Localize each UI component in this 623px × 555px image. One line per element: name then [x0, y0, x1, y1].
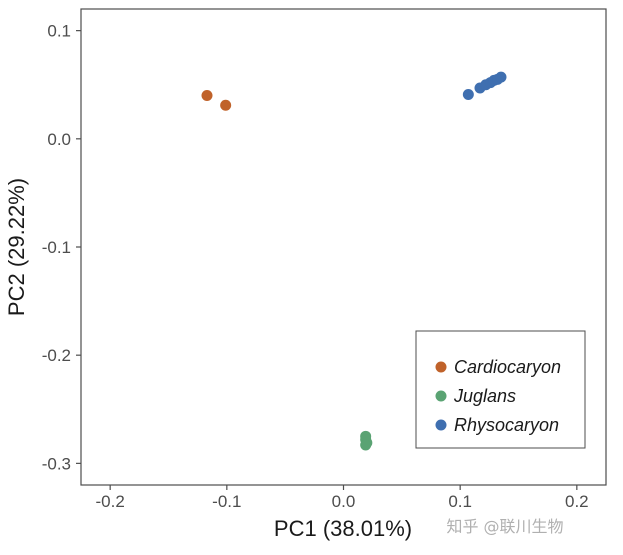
y-axis-title: PC2 (29.22%): [4, 178, 29, 316]
legend-label-cardiocaryon: Cardiocaryon: [454, 357, 561, 377]
watermark-text: 知乎 @联川生物: [446, 517, 563, 536]
y-tick-label: -0.1: [42, 238, 71, 257]
x-tick-label: 0.1: [448, 492, 472, 511]
legend-marker-rhysocaryon: [435, 419, 447, 431]
plot-frame: [80, 8, 607, 486]
y-tick-label: -0.2: [42, 346, 71, 365]
x-tick-label: 0.2: [565, 492, 589, 511]
legend-label-rhysocaryon: Rhysocaryon: [454, 415, 559, 435]
data-points: [201, 71, 507, 451]
x-axis-title: PC1 (38.01%): [274, 516, 412, 541]
legend: Cardiocaryon Juglans Rhysocaryon: [415, 330, 586, 449]
data-point-cardiocaryon: [201, 90, 213, 102]
data-point-rhysocaryon: [495, 71, 507, 83]
y-tick-label: -0.3: [42, 454, 71, 473]
data-point-cardiocaryon: [220, 99, 232, 111]
legend-label-juglans: Juglans: [453, 386, 516, 406]
data-point-juglans: [360, 439, 372, 451]
x-tick-label: -0.2: [96, 492, 125, 511]
legend-items: Cardiocaryon Juglans Rhysocaryon: [435, 357, 561, 435]
x-tick-label: 0.0: [332, 492, 356, 511]
y-tick-label: 0.1: [47, 22, 71, 41]
legend-marker-juglans: [435, 390, 447, 402]
y-tick-label: 0.0: [47, 130, 71, 149]
legend-marker-cardiocaryon: [435, 361, 447, 373]
data-point-rhysocaryon: [462, 88, 474, 100]
x-tick-label: -0.1: [212, 492, 241, 511]
axis-ticks: -0.2 -0.1 0.0 0.1 0.2 0.1 0.0 -0.1 -0.2 -0.3: [42, 22, 589, 511]
